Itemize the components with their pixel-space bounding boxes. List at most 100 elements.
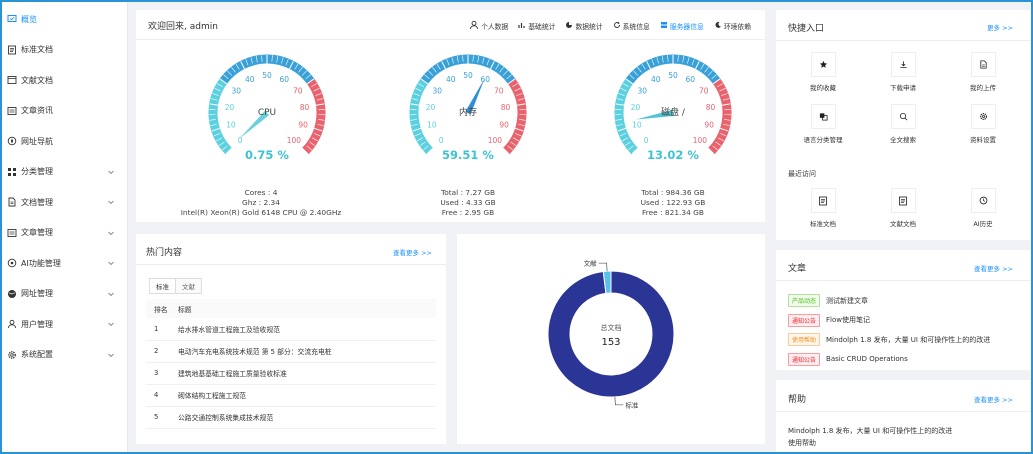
gauge-tick (240, 61, 245, 70)
chevron-down-icon[interactable] (107, 259, 115, 267)
tab-2[interactable]: 数据统计 (565, 20, 603, 32)
gauge-tick (209, 119, 216, 121)
chevron-down-icon[interactable] (107, 229, 115, 237)
help-item[interactable]: 使用帮助 (788, 439, 816, 447)
sidebar-item-1[interactable]: 标准文档 (2, 35, 127, 66)
title-cell[interactable]: 建筑地基基础工程施工质量验收标准 (170, 362, 436, 385)
chevron-down-icon[interactable] (107, 351, 115, 359)
gauge-tick-label: 80 (300, 103, 310, 112)
gauge-tick (235, 63, 240, 70)
table-row[interactable]: 5 公路交通控制系统集成技术规范 (146, 406, 436, 429)
gauge-tick-label: 20 (631, 103, 641, 112)
tab-4[interactable]: 服务器信息 (660, 20, 704, 32)
gauge-tick (723, 123, 730, 126)
sidebar-item-0[interactable]: 概览 (2, 4, 127, 35)
gauge-dial: 010 20 30 40 50 60 70 80 90 100 CPU (208, 54, 326, 155)
gauge-tick (712, 145, 718, 151)
article-item[interactable]: 通知公告 Basic CRUD Operations (788, 350, 990, 370)
quick-entry-1[interactable]: 下载申请 (863, 52, 943, 92)
articles-more-link[interactable]: 查看更多 >> (974, 265, 1013, 273)
article-item[interactable]: 产品动态 测试新建文章 (788, 291, 990, 311)
divider (776, 411, 1031, 412)
recent-entry-2[interactable]: AI历史 (943, 188, 1023, 228)
article-item[interactable]: 使用帮助 Mindolph 1.8 发布，大量 UI 和可操作性上的的改进 (788, 330, 990, 350)
tab-label: 环境依赖 (723, 23, 751, 31)
tab-0[interactable]: 个人数据 (469, 20, 508, 32)
sidebar-item-5[interactable]: 分类管理 (2, 157, 127, 188)
tab-3[interactable]: 系统信息 (613, 20, 650, 32)
article-tag: 产品动态 (788, 294, 821, 308)
hot-tab-1[interactable]: 文献 (176, 278, 202, 294)
title-cell[interactable]: 给水排水管道工程施工及验收规范 (170, 318, 436, 341)
gauge-tick (318, 119, 325, 121)
chevron-down-icon[interactable] (107, 168, 115, 176)
gauge-percent: 0.75 % (245, 148, 289, 162)
article-text[interactable]: Flow使用笔记 (826, 316, 870, 325)
table-row[interactable]: 3 建筑地基基础工程施工质量验收标准 (146, 362, 436, 385)
sidebar-item-label: 用户管理 (21, 319, 53, 329)
sidebar-item-7[interactable]: 文章管理 (2, 218, 127, 249)
sidebar-item-9[interactable]: 网址管理 (2, 279, 127, 310)
tab-1[interactable]: 基础统计 (518, 20, 555, 32)
quick-entry-more-link[interactable]: 更多 >> (987, 24, 1013, 32)
quick-entry-2[interactable]: 我的上传 (943, 52, 1023, 92)
gauge-tick (618, 93, 625, 96)
gauge-tick (432, 66, 437, 73)
upload-file-icon (970, 52, 996, 77)
quick-entry-5[interactable]: 资料设置 (943, 104, 1023, 144)
title-cell[interactable]: 公路交通控制系统集成技术规范 (170, 406, 436, 429)
gauge-tick (214, 88, 221, 92)
gauge-arc-segment (707, 78, 732, 155)
gauge-tick (216, 137, 223, 142)
gauge-tick (316, 98, 324, 101)
title-cell[interactable]: 电动汽车充电系统技术规范 第 5 部分：交流充电桩 (170, 340, 436, 363)
table-row[interactable]: 1 给水排水管道工程施工及验收规范 (146, 318, 436, 341)
gauge-tick (281, 57, 284, 64)
gauge-tick-label: 100 (693, 136, 708, 145)
table-row[interactable]: 4 砌体结构工程施工规范 (146, 384, 436, 407)
help-more-link[interactable]: 查看更多 >> (974, 396, 1013, 404)
sidebar-item-11[interactable]: 系统配置 (2, 340, 127, 371)
gauge-tick-label: 0 (238, 136, 243, 145)
quick-entry-3[interactable]: 语言分类管理 (783, 104, 863, 144)
sidebar-item-2[interactable]: 文献文档 (2, 65, 127, 96)
sidebar-item-3[interactable]: 文章资讯 (2, 96, 127, 127)
gauge-tick-label: 20 (426, 103, 436, 112)
hot-content-more-link[interactable]: 查看更多 >> (393, 249, 432, 257)
table-row[interactable]: 2 电动汽车充电系统技术规范 第 5 部分：交流充电桩 (146, 340, 436, 363)
sidebar-item-6[interactable]: 文档管理 (2, 187, 127, 218)
sidebar-item-4[interactable]: 网址导航 (2, 126, 127, 157)
sidebar-item-8[interactable]: AI功能管理 (2, 248, 127, 279)
gauge-tick (712, 78, 721, 85)
help-item[interactable]: Mindolph 1.8 发布，大量 UI 和可操作性上的的改进 (788, 427, 953, 435)
column-header-rank: 排名 (146, 299, 170, 318)
article-item[interactable]: 通知公告 Flow使用笔记 (788, 311, 990, 331)
article-text[interactable]: Basic CRUD Operations (826, 355, 908, 364)
donut-slice-0[interactable] (547, 270, 675, 398)
title-cell[interactable]: 砌体结构工程施工规范 (170, 384, 436, 407)
quick-entry-0[interactable]: 我的收藏 (783, 52, 863, 92)
donut-slice-1[interactable] (602, 270, 612, 294)
gauge-tick (410, 103, 420, 106)
tab-5[interactable]: 环境依赖 (714, 20, 751, 32)
chevron-down-icon[interactable] (107, 198, 115, 206)
article-text[interactable]: 测试新建文章 (826, 296, 869, 305)
document-icon (7, 45, 17, 55)
gauge-tick (250, 57, 253, 64)
chevron-down-icon[interactable] (107, 290, 115, 298)
sidebar-item-label: AI功能管理 (21, 258, 61, 268)
rank-cell: 2 (146, 340, 170, 363)
gauge-tick (411, 123, 418, 126)
article-tag: 通知公告 (788, 352, 821, 366)
quick-entry-4[interactable]: 全文搜索 (863, 104, 943, 144)
recent-entry-0[interactable]: 标准文档 (783, 188, 863, 228)
gauge-tick (311, 83, 318, 88)
recent-entry-1[interactable]: 文献文档 (863, 188, 943, 228)
gauge-tick (721, 103, 731, 106)
sidebar-item-10[interactable]: 用户管理 (2, 309, 127, 340)
hot-tab-0[interactable]: 标准 (149, 278, 176, 294)
recent-entry-label: 标准文档 (810, 220, 836, 228)
article-text[interactable]: Mindolph 1.8 发布，大量 UI 和可操作性上的的改进 (826, 335, 991, 344)
gauge-tick-label: 60 (685, 75, 695, 84)
chevron-down-icon[interactable] (107, 320, 115, 328)
